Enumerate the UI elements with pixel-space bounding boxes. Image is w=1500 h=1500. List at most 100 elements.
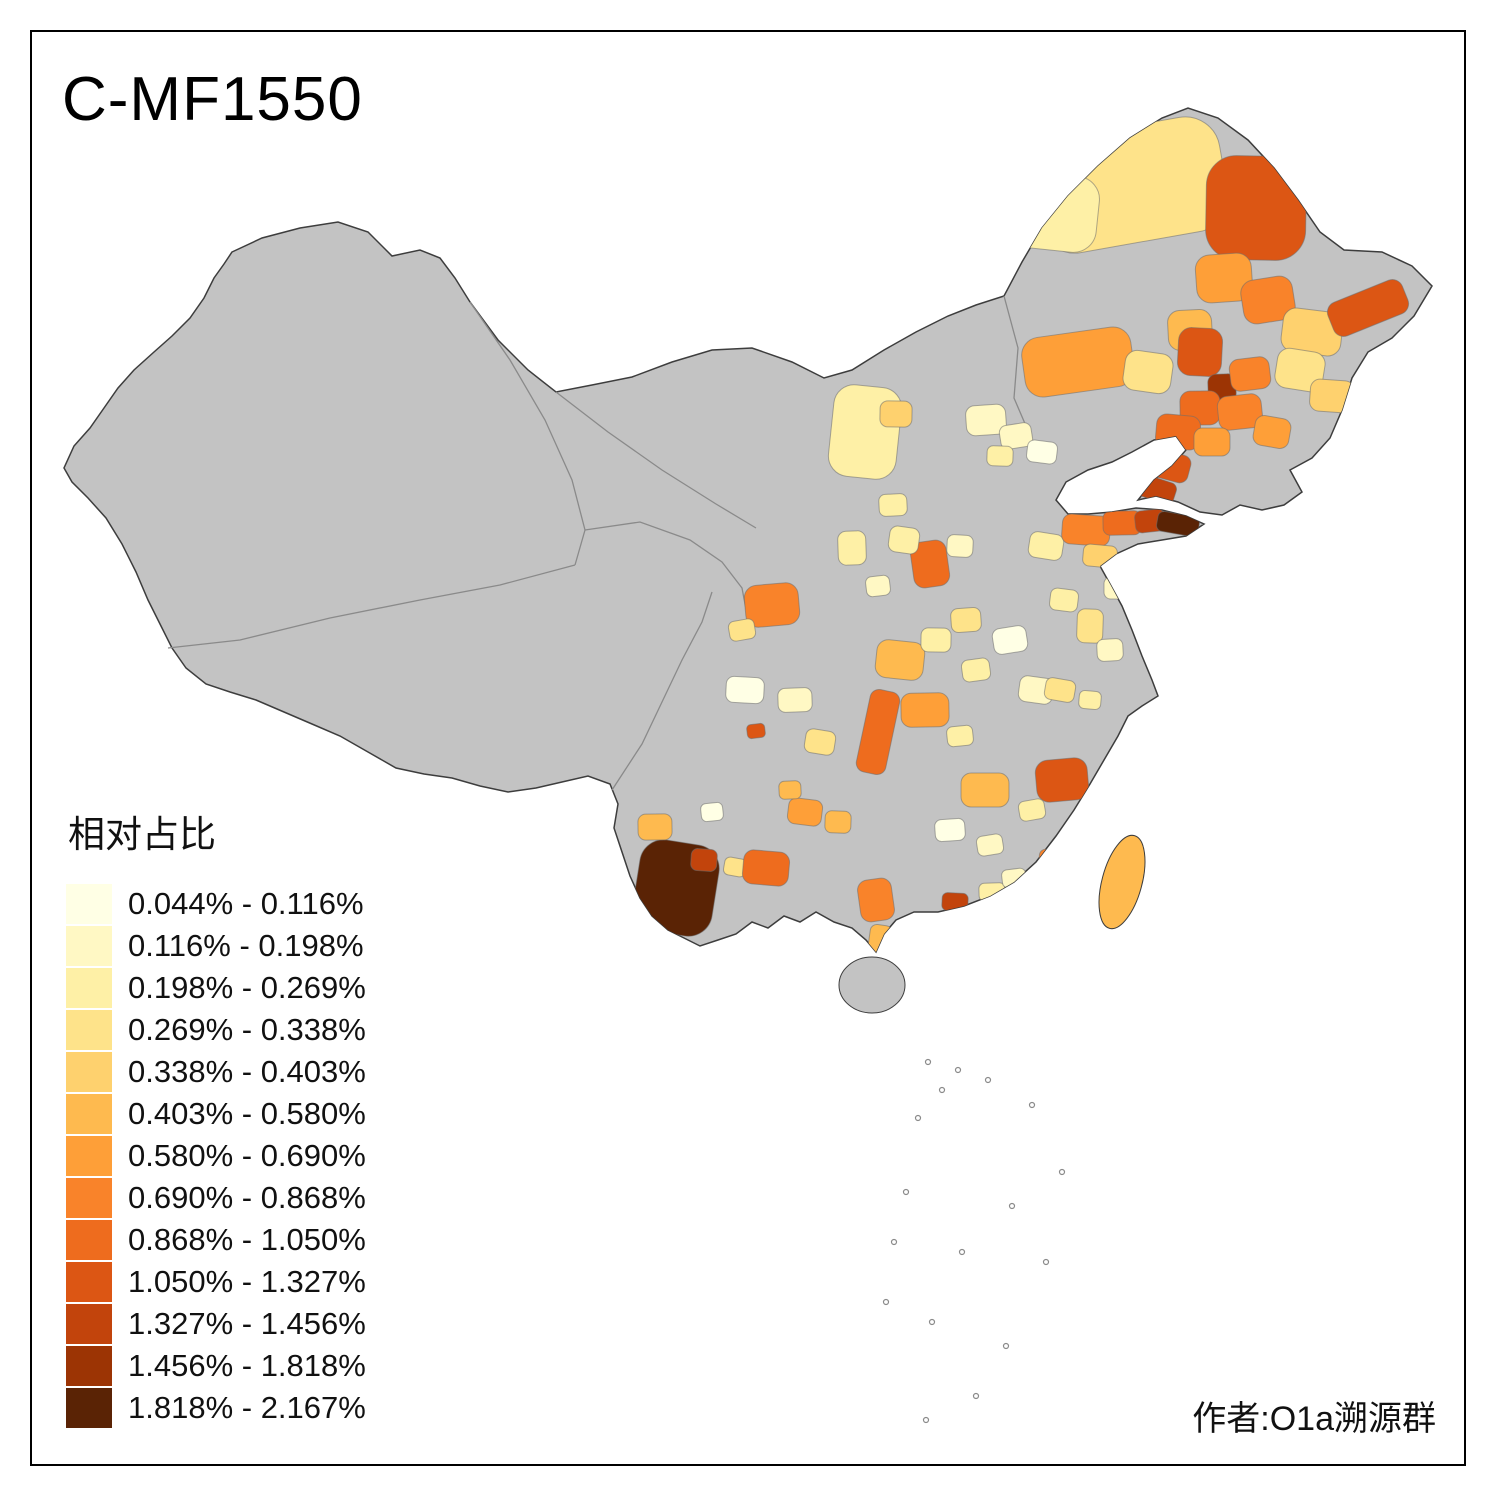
map-region [874, 639, 926, 681]
legend-swatch [66, 1220, 112, 1260]
legend-swatch [66, 1178, 112, 1218]
legend-row: 0.269% - 0.338% [66, 1010, 366, 1050]
map-region [855, 688, 901, 776]
map-region [986, 445, 1014, 467]
map-region [727, 618, 757, 642]
map-region [824, 810, 852, 834]
legend-swatch [66, 1010, 112, 1050]
legend-row: 1.050% - 1.327% [66, 1262, 366, 1302]
map-region [1001, 867, 1027, 889]
map-region [1049, 587, 1079, 613]
map-region [920, 627, 952, 653]
legend-row: 0.044% - 0.116% [66, 884, 366, 924]
legend-swatch [66, 1262, 112, 1302]
map-region [978, 882, 1006, 902]
map-region [1043, 677, 1077, 703]
south-china-sea-islets [882, 1058, 1066, 1424]
map-region [1309, 378, 1355, 414]
map-region [1076, 820, 1100, 840]
legend-row: 1.327% - 1.456% [66, 1304, 366, 1344]
legend-row: 0.868% - 1.050% [66, 1220, 366, 1260]
map-region [1176, 327, 1224, 377]
map-region [837, 530, 867, 566]
map-region [1078, 690, 1102, 710]
legend-label: 1.050% - 1.327% [128, 1264, 366, 1299]
map-region [1240, 275, 1296, 325]
map-region [965, 403, 1007, 437]
map-region [934, 817, 966, 843]
map-region [1193, 427, 1231, 457]
map-region [743, 582, 801, 628]
legend-row: 0.580% - 0.690% [66, 1136, 366, 1176]
map-region [1216, 393, 1264, 431]
map-region [746, 722, 766, 740]
hainan-island [838, 956, 906, 1014]
map-region [1076, 608, 1104, 644]
legend-swatch [66, 884, 112, 924]
map-region [887, 525, 921, 555]
map-region [1034, 757, 1090, 803]
map-region [741, 849, 791, 887]
legend-label: 0.338% - 0.403% [128, 1054, 366, 1089]
map-region [991, 625, 1029, 655]
map-region [786, 797, 824, 827]
legend-row: 0.403% - 0.580% [66, 1094, 366, 1134]
map-region [1082, 543, 1118, 569]
legend-row: 0.198% - 0.269% [66, 968, 366, 1008]
legend: 相对占比 0.044% - 0.116% 0.116% - 0.198% 0.198… [66, 804, 366, 1430]
map-region [1038, 848, 1066, 872]
legend-label: 0.403% - 0.580% [128, 1096, 366, 1131]
map-region [865, 574, 891, 598]
legend-label: 0.690% - 0.868% [128, 1180, 366, 1215]
map-region [878, 493, 908, 517]
legend-row: 0.116% - 0.198% [66, 926, 366, 966]
map-region [777, 687, 813, 713]
map-region [637, 813, 673, 841]
map-region [690, 848, 718, 872]
legend-label: 0.269% - 0.338% [128, 1012, 366, 1047]
legend-swatch [66, 1136, 112, 1176]
map-region [946, 534, 974, 558]
legend-label: 1.327% - 1.456% [128, 1306, 366, 1341]
map-region [1274, 347, 1326, 393]
chart-title: C-MF1550 [62, 65, 363, 134]
author-credit: 作者:O1a溯源群 [1192, 1400, 1436, 1438]
map-region [1326, 279, 1410, 337]
legend-swatch [66, 1388, 112, 1428]
province-borders [167, 295, 1047, 791]
legend-swatch [66, 926, 112, 966]
legend-label: 0.044% - 0.116% [128, 886, 364, 921]
map-region [1017, 798, 1047, 822]
map-region [700, 801, 724, 823]
legend-row: 1.456% - 1.818% [66, 1346, 366, 1386]
map-region [960, 772, 1010, 808]
taiwan-island [1098, 834, 1146, 930]
legend-rows: 0.044% - 0.116% 0.116% - 0.198% 0.198% - 0… [66, 884, 366, 1428]
map-region [879, 400, 913, 428]
map-region [975, 833, 1005, 857]
map-region [960, 657, 992, 683]
map-region [946, 724, 974, 748]
map-region [1027, 531, 1065, 561]
map-region [857, 877, 895, 923]
legend-label: 1.456% - 1.818% [128, 1348, 366, 1383]
legend-title: 相对占比 [68, 814, 216, 855]
legend-swatch [66, 1346, 112, 1386]
map-region [1205, 155, 1307, 261]
legend-swatch [66, 1094, 112, 1134]
map-region [1252, 415, 1292, 449]
legend-swatch [66, 1304, 112, 1344]
map-region [1026, 439, 1058, 465]
map-region [778, 780, 802, 800]
map-region [1096, 638, 1124, 662]
map-region [1228, 356, 1272, 392]
legend-label: 0.116% - 0.198% [128, 928, 364, 963]
map-region [803, 728, 837, 756]
legend-row: 0.338% - 0.403% [66, 1052, 366, 1092]
map-region [909, 539, 951, 589]
map-region [900, 692, 950, 728]
map-region [950, 606, 982, 634]
legend-label: 1.818% - 2.167% [128, 1390, 366, 1425]
